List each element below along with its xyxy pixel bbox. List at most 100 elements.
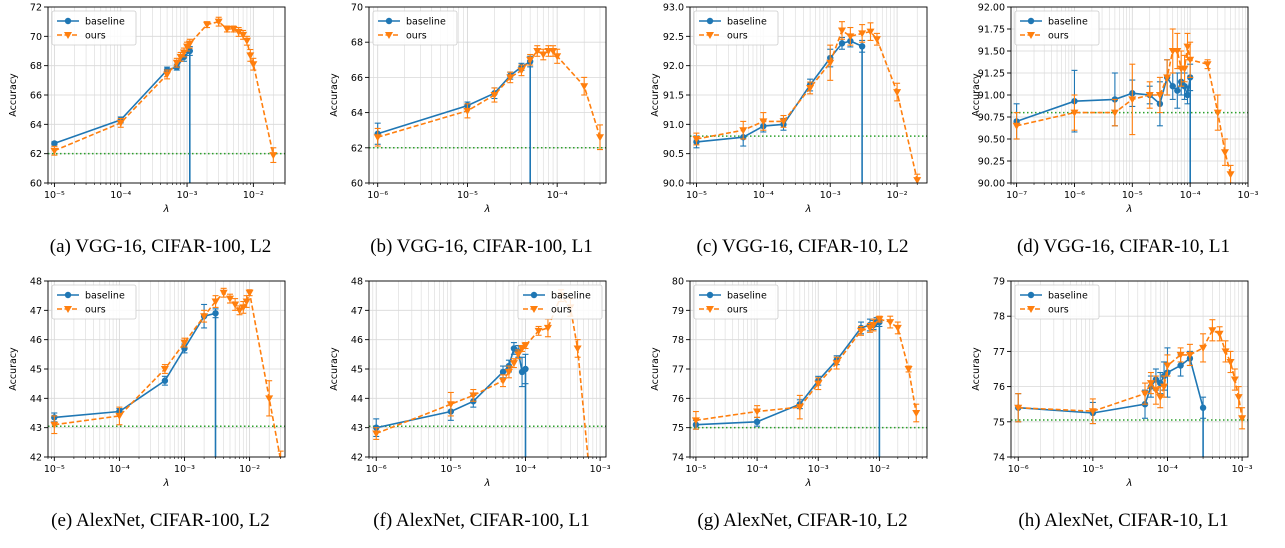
- ours-point: [116, 119, 125, 127]
- ours-point: [222, 26, 231, 33]
- ours-point: [1213, 109, 1222, 117]
- legend-label: ours: [727, 31, 748, 42]
- legend-box: [1014, 10, 1100, 46]
- baseline-line: [1016, 75, 1191, 183]
- x-tick-label: 10⁻²: [869, 464, 890, 475]
- legend: baseline ours: [693, 284, 779, 320]
- legend: baseline ours: [51, 284, 137, 320]
- y-axis-label: Accuracy: [329, 347, 340, 391]
- baseline-line: [54, 312, 217, 457]
- x-tick-label: 10⁻³: [174, 464, 195, 475]
- ours-line: [377, 49, 601, 138]
- ours-point: [229, 26, 238, 33]
- ours-point: [1088, 408, 1097, 416]
- y-axis-label: Accuracy: [971, 73, 982, 117]
- ours-point: [553, 53, 562, 61]
- ours-point: [1145, 92, 1154, 99]
- ours-point: [580, 83, 589, 91]
- baseline-point: [161, 377, 169, 384]
- x-tick-label: 10⁻⁴: [547, 190, 568, 201]
- legend-marker: [64, 306, 72, 313]
- subplot-h: 10⁻⁶ 10⁻⁵ 10⁻⁴ 10⁻³ 74 75 76 77 78 79 λ Accuracy bas…: [963, 274, 1284, 548]
- chart-svg: 10⁻⁶ 10⁻⁵ 10⁻⁴ 10⁻³ 42 43 44 45 46 47 48 λ Accuracy b…: [329, 277, 611, 490]
- y-tick-label: 70: [30, 32, 42, 43]
- legend-box: [693, 10, 779, 46]
- ours-point: [1014, 404, 1023, 412]
- legend-marker: [706, 32, 714, 39]
- ours-point: [463, 107, 472, 115]
- x-tick-label: 10⁻⁵: [457, 190, 478, 201]
- y-axis-label: Accuracy: [650, 347, 661, 391]
- y-tick-label: 43: [30, 423, 42, 434]
- ours-point: [832, 360, 841, 368]
- legend-label: ours: [85, 31, 106, 42]
- ours-point: [1176, 351, 1185, 359]
- y-tick-label: 75: [672, 423, 684, 434]
- ours-point: [521, 342, 530, 350]
- x-axis-label: λ: [163, 204, 170, 215]
- baseline-point: [499, 368, 507, 376]
- x-tick-label: 10⁻⁴: [109, 464, 130, 475]
- legend-marker: [64, 17, 72, 25]
- ours-point: [1146, 380, 1155, 388]
- x-tick-label: 10⁻⁴: [515, 464, 536, 475]
- x-axis-label: λ: [1126, 478, 1133, 489]
- subplot-b: 10⁻⁶ 10⁻⁵ 10⁻⁴ 60 62 64 66 68 70 λ Accuracy baselin…: [321, 0, 642, 274]
- legend-label: baseline: [1048, 17, 1088, 28]
- y-tick-label: 66: [30, 91, 42, 102]
- ours-point: [506, 74, 515, 82]
- ours-point: [1230, 376, 1239, 384]
- y-axis-label: Accuracy: [971, 347, 982, 391]
- plot-area: [692, 21, 922, 183]
- ours-point: [543, 324, 552, 332]
- x-tick-label: 10⁻⁴: [747, 464, 768, 475]
- x-tick-label: 10⁻⁵: [1082, 464, 1103, 475]
- ours-point: [1155, 92, 1164, 99]
- x-tick-label: 10⁻⁶: [1008, 464, 1029, 475]
- ours-point: [249, 61, 258, 69]
- chart-svg: 10⁻⁵ 10⁻⁴ 10⁻³ 10⁻² 60 62 64 66 68 70 72 λ Accuracy b…: [8, 3, 286, 215]
- ours-point: [806, 84, 815, 92]
- legend-box: [51, 284, 137, 320]
- ours-point: [372, 430, 381, 438]
- legend-marker: [706, 17, 714, 25]
- ours-point: [50, 147, 59, 155]
- y-tick-label: 68: [351, 38, 363, 49]
- ours-point: [1151, 387, 1160, 395]
- ours-point: [872, 36, 881, 44]
- ours-point: [838, 27, 847, 35]
- ours-point: [595, 134, 604, 142]
- subplot-e: 10⁻⁵ 10⁻⁴ 10⁻³ 10⁻² 42 43 44 45 46 47 48 λ Accuracy b…: [0, 274, 321, 548]
- y-tick-label: 42: [351, 453, 363, 464]
- ours-point: [160, 366, 169, 373]
- ours-point: [1199, 344, 1208, 352]
- chart-svg: 10⁻⁵ 10⁻⁴ 10⁻³ 10⁻² 90.0 90.5 91.0 91.5 92.0 92.5…: [650, 3, 928, 215]
- y-tick-label: 70: [351, 3, 363, 14]
- subplot-f: 10⁻⁶ 10⁻⁵ 10⁻⁴ 10⁻³ 42 43 44 45 46 47 48 λ Accuracy b…: [321, 274, 642, 548]
- x-tick-label: 10⁻⁶: [367, 190, 388, 201]
- ours-point: [239, 31, 248, 39]
- legend-label: baseline: [727, 17, 767, 28]
- legend-marker: [1027, 291, 1035, 299]
- x-tick-label: 10⁻⁶: [366, 464, 387, 475]
- baseline-point: [1184, 91, 1191, 99]
- legend-box: [693, 284, 779, 320]
- y-tick-label: 48: [30, 277, 42, 288]
- legend: baseline ours: [1014, 10, 1100, 46]
- y-tick-label: 43: [351, 423, 363, 434]
- ours-point: [893, 324, 902, 332]
- legend-marker: [1027, 17, 1035, 25]
- ours-point: [573, 345, 582, 353]
- legend-box: [51, 10, 137, 46]
- legend-box: [517, 284, 603, 320]
- ours-point: [795, 404, 804, 412]
- subplot-a: 10⁻⁵ 10⁻⁴ 10⁻³ 10⁻² 60 62 64 66 68 70 72 λ Accuracy b…: [0, 0, 321, 274]
- y-tick-label: 78: [672, 335, 684, 346]
- y-tick-label: 47: [351, 306, 363, 317]
- y-axis-label: Accuracy: [650, 73, 661, 117]
- ours-point: [1173, 48, 1182, 55]
- y-tick-label: 92.00: [978, 3, 1005, 14]
- y-tick-label: 90.5: [663, 149, 684, 160]
- baseline-point: [858, 43, 866, 50]
- ours-point: [269, 152, 278, 160]
